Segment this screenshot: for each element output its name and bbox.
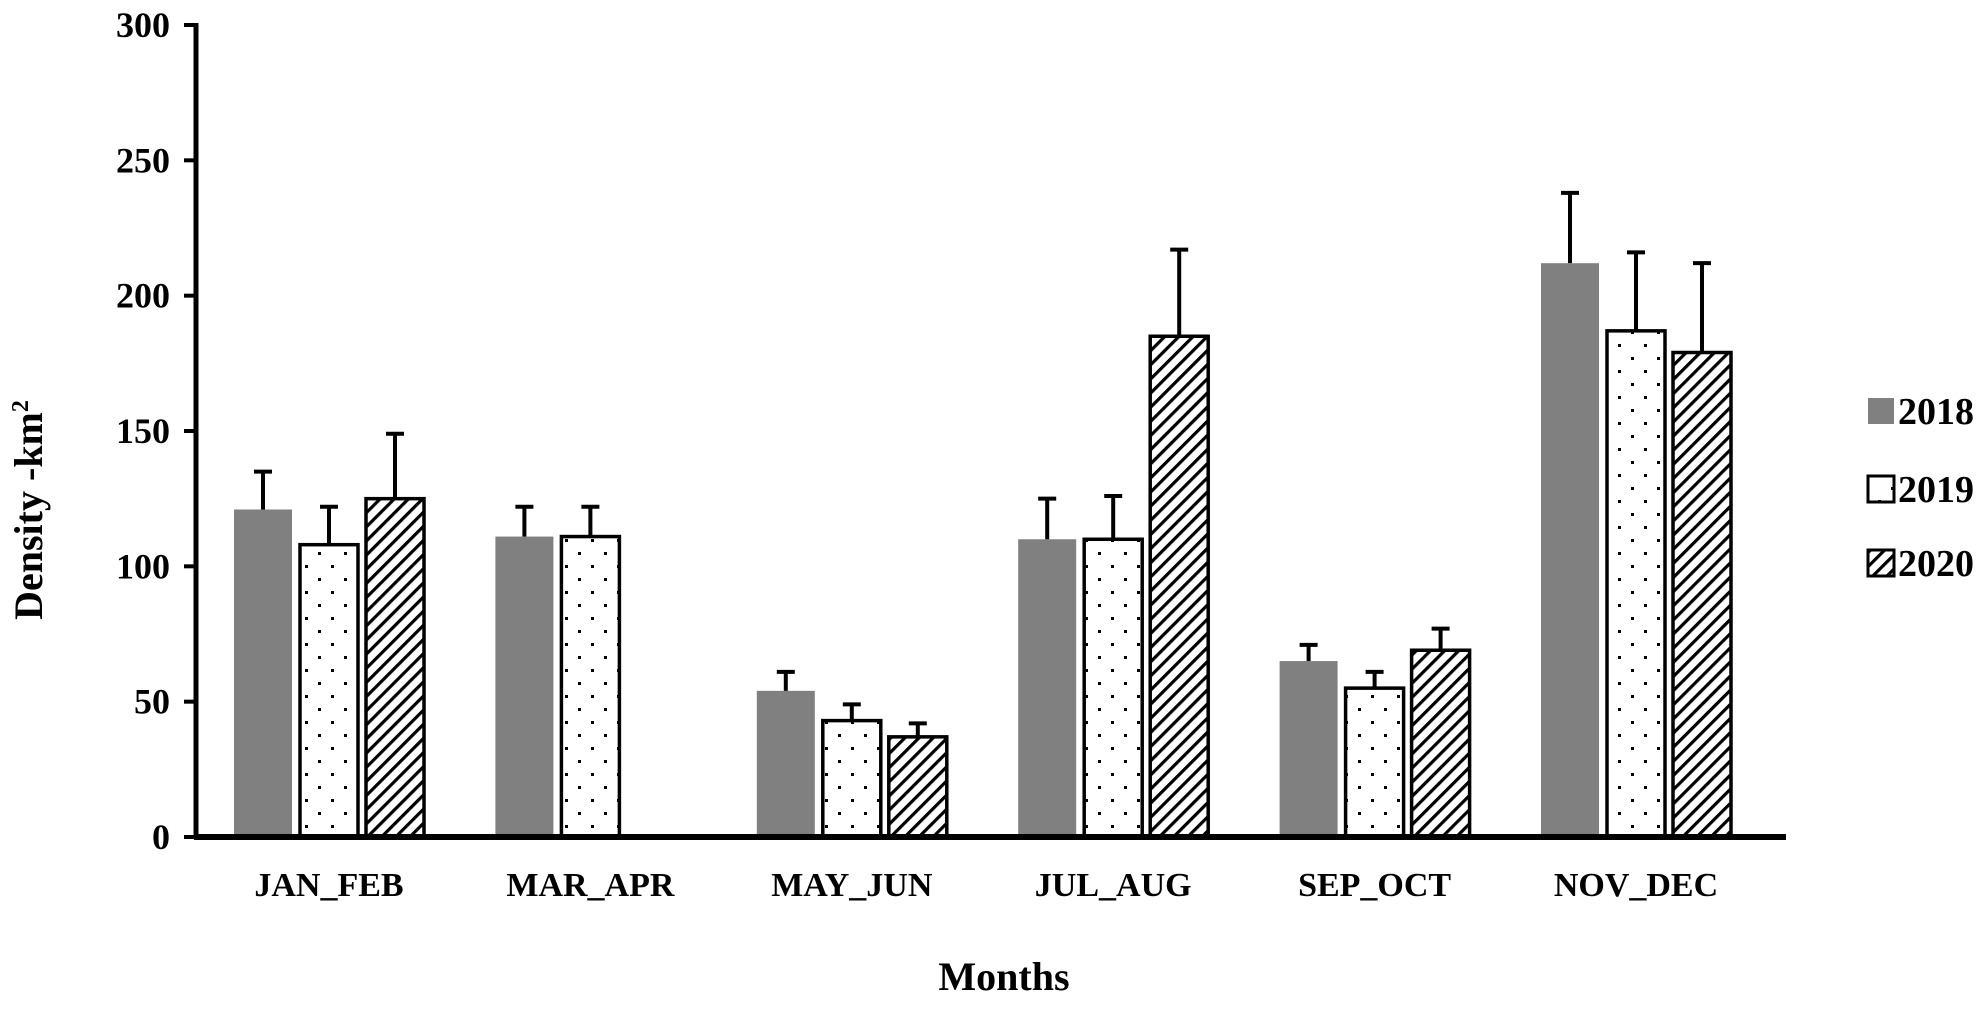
y-tick-label: 300	[116, 5, 170, 45]
legend-label-2018: 2018	[1898, 391, 1974, 433]
y-axis-title-text: Density -km	[6, 412, 51, 620]
category-label-jan_feb: JAN_FEB	[254, 867, 403, 904]
bar-2019-jul_aug	[1082, 537, 1144, 839]
legend-label-2019: 2019	[1898, 469, 1974, 511]
y-axis-ticks: 0 50 100 150 200 250 300	[116, 5, 196, 857]
bar-2019-mar_apr	[559, 534, 622, 839]
bar-2018-nov_dec	[1541, 263, 1599, 838]
bar-2019-may_jun	[821, 718, 883, 839]
category-label-sep_oct: SEP_OCT	[1298, 867, 1451, 904]
bar-2018-may_jun	[756, 690, 815, 837]
y-tick-label: 200	[116, 276, 170, 316]
legend-swatch-2020	[1866, 548, 1896, 578]
bar-2019-nov_dec	[1605, 329, 1667, 839]
legend-swatch-2019	[1866, 474, 1896, 504]
axes-group	[193, 23, 1786, 840]
legend-label-2020: 2020	[1898, 543, 1974, 585]
bar-2020-jul_aug	[1148, 334, 1210, 839]
bar-2018-mar_apr	[495, 536, 554, 837]
x-axis-title: Months	[938, 954, 1069, 999]
bar-2019-jan_feb	[298, 542, 360, 839]
error-bars-group	[254, 190, 1711, 737]
bar-2019-sep_oct	[1343, 686, 1406, 839]
category-labels: JAN_FEB MAR_APR MAY_JUN JUL_AUG SEP_OCT NOV_D…	[254, 867, 1718, 904]
y-tick-label: 50	[134, 682, 170, 722]
legend-swatch-2018	[1868, 398, 1894, 424]
y-tick-label: 150	[116, 411, 170, 451]
legend: 2018 2019 2020	[1866, 391, 1974, 585]
bar-2018-jul_aug	[1018, 539, 1077, 837]
y-tick-label: 100	[116, 546, 170, 586]
y-axis-title-superscript: 2	[8, 400, 34, 412]
category-label-may_jun: MAY_JUN	[771, 867, 933, 904]
bar-2020-nov_dec	[1671, 350, 1733, 839]
y-tick-label: 0	[152, 817, 170, 857]
bar-2020-sep_oct	[1409, 648, 1472, 839]
y-axis-title: Density -km2	[6, 400, 51, 620]
bars-group	[234, 263, 1733, 839]
category-label-nov_dec: NOV_DEC	[1554, 867, 1718, 904]
bar-2020-jan_feb	[364, 496, 426, 839]
bar-2018-sep_oct	[1279, 661, 1338, 837]
bar-2020-may_jun	[887, 735, 949, 839]
bar-2018-jan_feb	[234, 509, 292, 837]
svg-text:Density -km2: Density -km2	[6, 400, 51, 620]
y-tick-label: 250	[116, 140, 170, 180]
category-label-mar_apr: MAR_APR	[506, 867, 675, 904]
category-label-jul_aug: JUL_AUG	[1035, 867, 1192, 904]
